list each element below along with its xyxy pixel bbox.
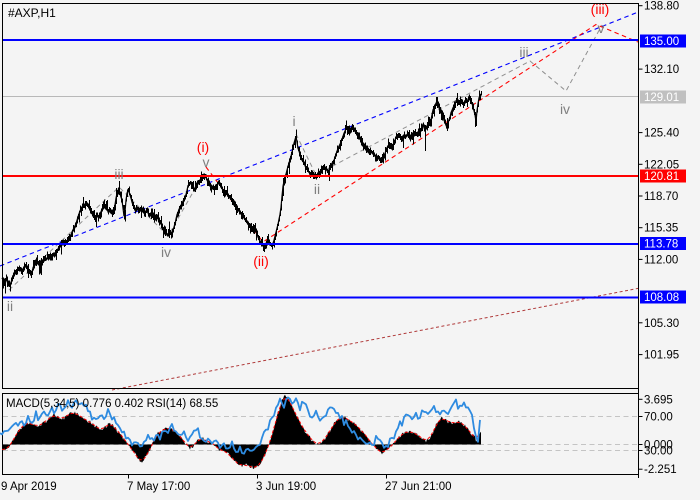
svg-text:-2.251: -2.251 <box>644 464 677 476</box>
svg-text:120.81: 120.81 <box>644 171 679 183</box>
svg-text:v: v <box>598 20 605 36</box>
svg-text:112.00: 112.00 <box>644 254 678 266</box>
svg-text:i: i <box>292 113 295 129</box>
svg-text:138.80: 138.80 <box>644 1 679 13</box>
svg-text:ii: ii <box>7 298 13 314</box>
svg-text:MACD(5,34,5) 0.776 0.402 RSI(1: MACD(5,34,5) 0.776 0.402 RSI(14) 68.55 <box>6 398 218 410</box>
svg-text:iii: iii <box>114 166 123 182</box>
svg-text:132.10: 132.10 <box>644 64 679 76</box>
svg-text:101.95: 101.95 <box>644 350 679 362</box>
svg-text:7 May 17:00: 7 May 17:00 <box>127 481 190 493</box>
svg-text:70.00: 70.00 <box>644 412 673 424</box>
svg-text:v: v <box>203 154 210 170</box>
svg-text:iv: iv <box>161 244 171 260</box>
svg-text:122.05: 122.05 <box>644 159 679 171</box>
svg-text:129.01: 129.01 <box>644 92 679 104</box>
svg-text:#AXP,H1: #AXP,H1 <box>8 6 56 20</box>
svg-text:115.35: 115.35 <box>644 223 678 235</box>
svg-text:iii: iii <box>519 44 528 60</box>
svg-text:125.40: 125.40 <box>644 128 679 140</box>
svg-text:9 Apr 2019: 9 Apr 2019 <box>1 481 57 493</box>
svg-text:iv: iv <box>560 101 570 117</box>
svg-text:108.08: 108.08 <box>644 292 679 304</box>
svg-text:ii: ii <box>314 181 320 197</box>
svg-text:3.695: 3.695 <box>644 394 673 406</box>
svg-text:0.000: 0.000 <box>644 440 673 452</box>
svg-text:118.70: 118.70 <box>644 191 678 203</box>
svg-text:135.00: 135.00 <box>644 36 679 48</box>
svg-text:(ii): (ii) <box>253 253 269 269</box>
svg-text:30.00: 30.00 <box>644 446 673 458</box>
svg-text:(iii): (iii) <box>591 1 610 17</box>
svg-text:105.30: 105.30 <box>644 318 679 330</box>
svg-text:(i): (i) <box>197 139 209 155</box>
svg-text:113.78: 113.78 <box>644 239 678 251</box>
svg-text:27 Jun 21:00: 27 Jun 21:00 <box>385 481 452 493</box>
svg-text:3 Jun 19:00: 3 Jun 19:00 <box>256 481 316 493</box>
